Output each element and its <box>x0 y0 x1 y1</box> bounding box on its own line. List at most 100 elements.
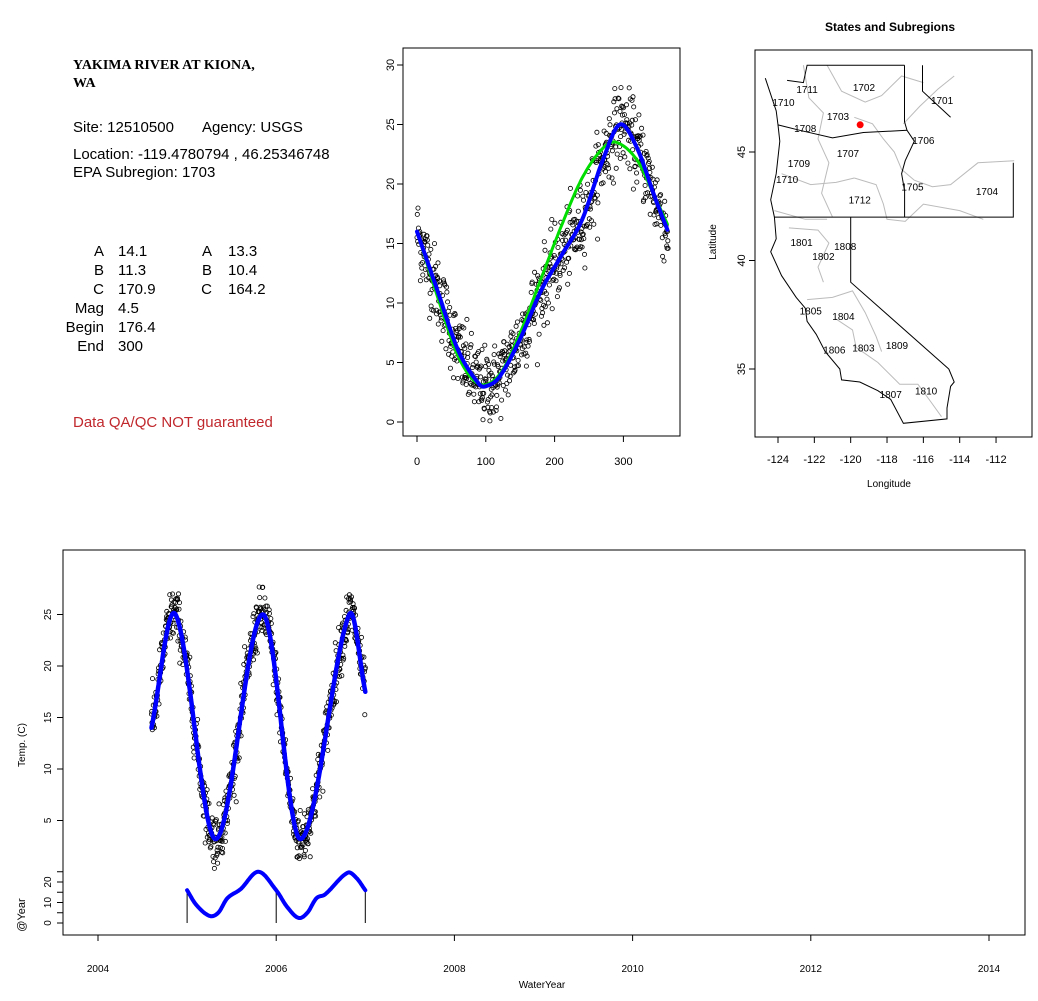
data-point <box>626 85 632 91</box>
data-point <box>644 152 650 158</box>
data-point <box>600 180 606 186</box>
data-point <box>428 303 434 309</box>
map-frame <box>754 49 1033 438</box>
data-point <box>574 218 580 224</box>
data-point <box>506 378 512 384</box>
data-point <box>504 372 510 378</box>
data-point <box>479 397 485 403</box>
data-point <box>433 263 439 269</box>
data-point <box>575 193 581 199</box>
data-point <box>176 600 182 606</box>
doy-plot-frame <box>402 47 681 437</box>
param-label: Begin <box>65 319 104 336</box>
data-point <box>250 657 256 663</box>
y-tick-label: 5 <box>43 817 54 823</box>
site-id: Site: 12510500 <box>73 119 174 136</box>
subregion-boundary <box>774 210 828 220</box>
subregion-boundary <box>807 290 883 352</box>
param-value: 4.5 <box>118 300 139 317</box>
data-point <box>636 112 642 118</box>
location: Location: -119.4780794 , 46.25346748 <box>73 146 330 163</box>
x-tick-label: 100 <box>477 456 495 468</box>
data-point <box>443 346 449 352</box>
data-point <box>301 854 307 860</box>
data-point <box>510 331 516 337</box>
data-point <box>426 251 432 257</box>
fit-blue-line <box>415 122 670 389</box>
data-point <box>627 166 633 172</box>
param-label: C <box>201 281 212 298</box>
data-point <box>582 251 588 257</box>
data-point <box>208 844 214 850</box>
id-mt-border <box>922 65 951 118</box>
data-point <box>485 396 491 402</box>
data-point <box>447 304 453 310</box>
wa-or-border <box>777 124 908 139</box>
data-point <box>187 654 193 660</box>
data-point <box>624 102 630 108</box>
wa-north-border <box>787 64 905 84</box>
data-point <box>621 131 627 137</box>
disclaimer: Data QA/QC NOT guaranteed <box>73 414 273 431</box>
data-point <box>524 337 530 343</box>
data-point <box>595 142 601 148</box>
timeseries-xlabel: WaterYear <box>519 980 566 991</box>
data-point <box>557 272 563 278</box>
x-tick-label: -122 <box>803 454 825 466</box>
data-point <box>619 112 625 118</box>
data-point <box>622 154 628 160</box>
data-point <box>618 127 624 133</box>
data-point <box>654 177 660 183</box>
data-point <box>435 321 441 327</box>
data-point <box>213 817 219 823</box>
data-point <box>487 410 493 416</box>
data-point <box>564 227 570 233</box>
x-tick-label: 2004 <box>87 964 110 975</box>
data-point <box>614 151 620 157</box>
data-point <box>466 389 472 395</box>
data-point <box>264 603 270 609</box>
subregion-label: 1702 <box>853 83 876 94</box>
data-point <box>417 278 423 284</box>
data-point <box>541 322 547 328</box>
data-point <box>430 308 436 314</box>
y-tick-label: 40 <box>736 254 748 266</box>
data-point <box>563 237 569 243</box>
y-tick-label: 5 <box>385 359 397 365</box>
data-point <box>549 216 555 222</box>
data-point <box>215 844 221 850</box>
data-point <box>170 630 176 636</box>
data-point <box>489 405 495 411</box>
data-point <box>507 373 513 379</box>
data-point <box>177 660 183 666</box>
data-point <box>523 339 529 345</box>
data-point <box>157 647 163 653</box>
data-point <box>523 363 529 369</box>
x-tick-label: 0 <box>414 456 420 468</box>
data-point <box>616 96 622 102</box>
temp-fit-line <box>149 610 368 842</box>
data-point <box>579 244 585 250</box>
x-tick-label: 2012 <box>800 964 823 975</box>
data-point <box>483 376 489 382</box>
data-point <box>415 205 421 211</box>
data-point <box>556 285 562 291</box>
subregion-label: 1708 <box>794 124 817 135</box>
x-tick-label: 300 <box>614 456 632 468</box>
data-point <box>493 404 499 410</box>
data-point <box>552 220 558 226</box>
data-point <box>594 192 600 198</box>
data-point <box>504 380 510 386</box>
data-point <box>553 270 559 276</box>
data-point <box>664 243 670 249</box>
subregion-label: 1711 <box>796 85 818 96</box>
data-point <box>295 818 301 824</box>
subregion-label: 1804 <box>832 312 855 323</box>
y-tick-label: 20 <box>385 178 397 190</box>
data-point <box>351 605 357 611</box>
data-point <box>565 281 571 287</box>
data-point <box>541 239 547 245</box>
data-point <box>431 241 437 247</box>
data-point <box>544 320 550 326</box>
data-point <box>528 289 534 295</box>
